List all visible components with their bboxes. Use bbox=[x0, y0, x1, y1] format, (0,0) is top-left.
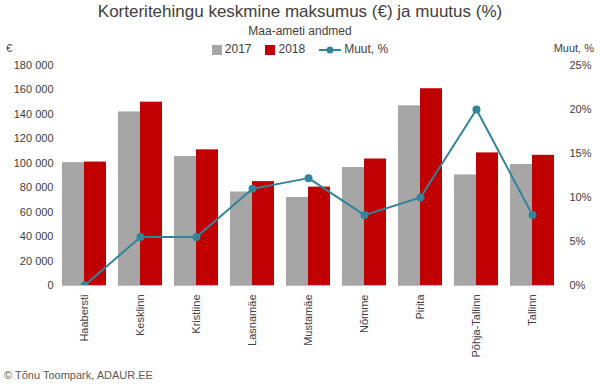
html-text:Maa-ameti andmed: Maa-ameti andmed bbox=[248, 24, 352, 38]
svg-text:Lasnamäe: Lasnamäe bbox=[246, 295, 258, 346]
svg-text:160 000: 160 000 bbox=[14, 83, 54, 95]
svg-text:Pirita: Pirita bbox=[414, 294, 426, 320]
svg-text:25%: 25% bbox=[570, 59, 592, 71]
svg-text:180 000: 180 000 bbox=[14, 59, 54, 71]
svg-text:Tallinn: Tallinn bbox=[526, 295, 538, 326]
svg-text:Põhja-Tallinn: Põhja-Tallinn bbox=[470, 295, 482, 358]
svg-text:Mustamäe: Mustamäe bbox=[302, 295, 314, 346]
svg-text:Kristiine: Kristiine bbox=[190, 295, 202, 334]
svg-text:20 000: 20 000 bbox=[20, 255, 54, 267]
html-text:2018: 2018 bbox=[278, 41, 306, 56]
html-text:Korteritehingu keskmine maksum: Korteritehingu keskmine maksumus (€) ja … bbox=[97, 2, 503, 21]
svg-text:5%: 5% bbox=[570, 235, 586, 247]
svg-text:120 000: 120 000 bbox=[14, 132, 54, 144]
svg-text:Haabersti: Haabersti bbox=[78, 295, 90, 342]
svg-text:60 000: 60 000 bbox=[20, 206, 54, 218]
html-text:Muut, %: Muut, % bbox=[344, 41, 389, 56]
html-text:2017: 2017 bbox=[224, 41, 252, 56]
svg-text:100 000: 100 000 bbox=[14, 157, 54, 169]
svg-text:0%: 0% bbox=[570, 279, 586, 291]
svg-text:40 000: 40 000 bbox=[20, 230, 54, 242]
html-text:© Tõnu Toompark, ADAUR.EE: © Tõnu Toompark, ADAUR.EE bbox=[4, 369, 153, 381]
svg-text:10%: 10% bbox=[570, 191, 592, 203]
svg-text:Nõmme: Nõmme bbox=[358, 295, 370, 334]
svg-text:140 000: 140 000 bbox=[14, 108, 54, 120]
svg-text:0: 0 bbox=[47, 279, 53, 291]
html-text:Muut, %: Muut, % bbox=[553, 42, 594, 54]
svg-text:80 000: 80 000 bbox=[20, 181, 54, 193]
svg-text:20%: 20% bbox=[570, 103, 592, 115]
svg-text:15%: 15% bbox=[570, 147, 592, 159]
svg-text:Kesklinn: Kesklinn bbox=[134, 295, 146, 337]
